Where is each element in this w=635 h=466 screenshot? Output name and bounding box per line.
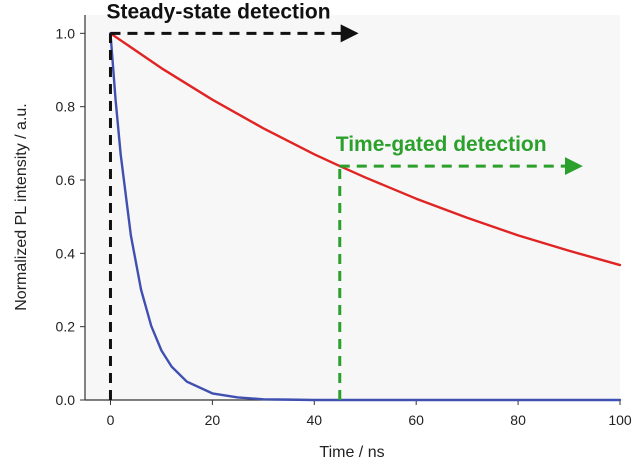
y-tick-label: 0.8 bbox=[56, 99, 76, 115]
ticks: 0 20 40 60 80 100 0.0 0.2 0.4 0.6 0.8 1.0 bbox=[56, 25, 632, 428]
annotations-group: Steady-state detection Time-gated detecti… bbox=[106, 0, 583, 400]
series-line-1 bbox=[109, 32, 622, 402]
x-tick-label: 80 bbox=[510, 412, 526, 428]
x-tick-label: 0 bbox=[107, 412, 115, 428]
y-tick-label: 0.0 bbox=[56, 392, 76, 408]
series-group bbox=[109, 32, 622, 402]
x-tick-label: 100 bbox=[608, 412, 632, 428]
annotation-label-1: Time-gated detection bbox=[336, 133, 547, 156]
annotation-label-0: Steady-state detection bbox=[106, 0, 330, 23]
y-tick-label: 0.6 bbox=[56, 172, 76, 188]
y-tick-label: 1.0 bbox=[56, 25, 76, 41]
x-tick-label: 40 bbox=[306, 412, 322, 428]
y-axis-label: Normalized PL intensity / a.u. bbox=[13, 103, 30, 311]
x-tick-label: 60 bbox=[408, 412, 424, 428]
y-tick-label: 0.2 bbox=[56, 319, 76, 335]
x-tick-label: 20 bbox=[205, 412, 221, 428]
y-tick-label: 0.4 bbox=[56, 245, 76, 261]
plot-area bbox=[85, 15, 620, 400]
series-line-0 bbox=[109, 32, 622, 267]
x-axis-label: Time / ns bbox=[319, 444, 384, 461]
